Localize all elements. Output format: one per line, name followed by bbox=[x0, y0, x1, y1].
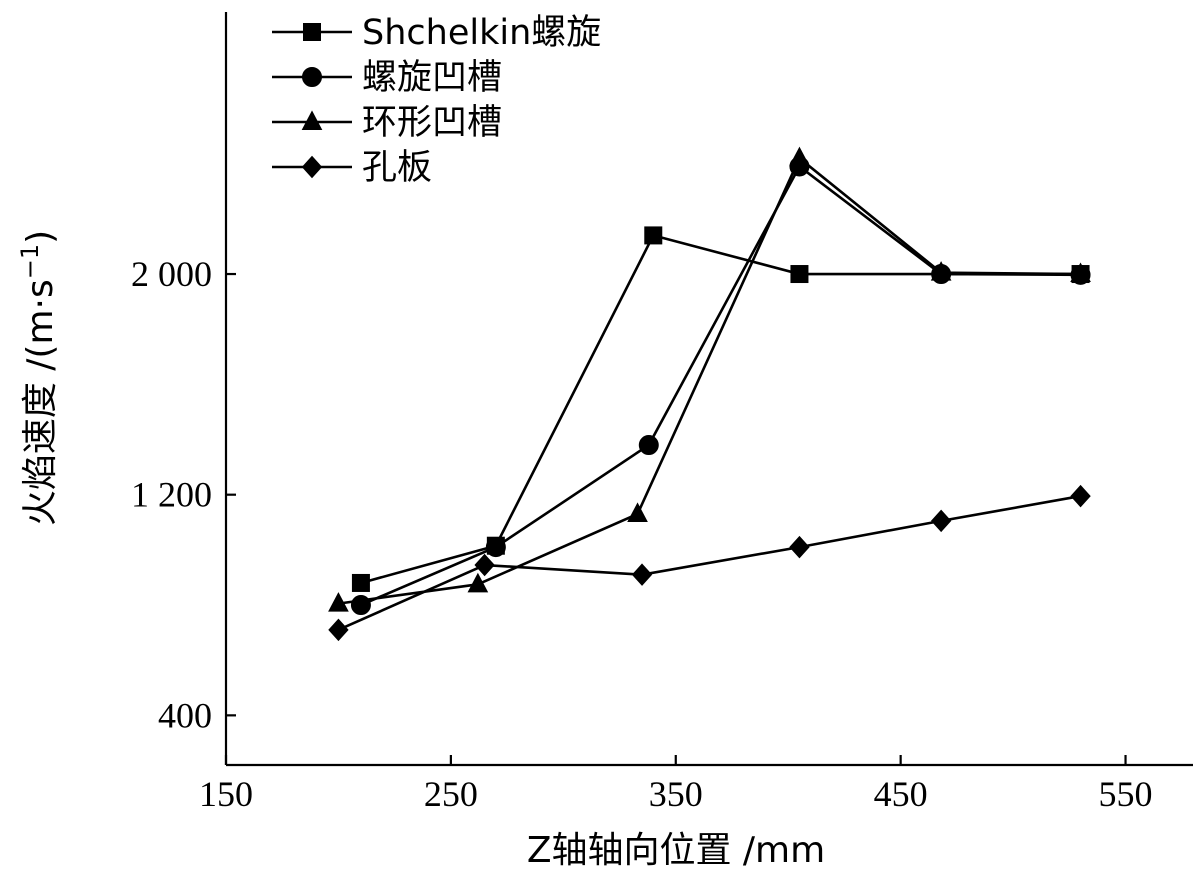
data-point-diamond bbox=[328, 618, 349, 642]
legend-label: Shchelkin螺旋 bbox=[362, 13, 601, 53]
data-point-triangle bbox=[627, 502, 648, 522]
y-tick-label: 2 000 bbox=[131, 254, 212, 294]
axes bbox=[224, 12, 1193, 767]
data-point-diamond bbox=[789, 535, 810, 559]
ticks bbox=[224, 272, 1127, 765]
series-triangle bbox=[328, 146, 1091, 612]
legend-marker-square bbox=[303, 23, 321, 41]
tick-labels: 150 250 350 450 550 400 1 200 2 000 bbox=[131, 254, 1153, 814]
series-square bbox=[351, 226, 1090, 592]
legend-label: 螺旋凹槽 bbox=[362, 58, 502, 98]
legend-item-circle: 螺旋凹槽 bbox=[272, 58, 502, 98]
legend-marker-diamond bbox=[301, 155, 323, 179]
data-point-triangle bbox=[930, 261, 952, 281]
y-tick-label: 400 bbox=[158, 695, 212, 735]
y-axis-title-sup: −1 bbox=[16, 244, 44, 279]
series-circle bbox=[350, 156, 1091, 616]
series-line-circle bbox=[360, 164, 1081, 607]
data-point-diamond bbox=[474, 553, 495, 577]
series-line-diamond bbox=[337, 494, 1081, 632]
legend-item-square: Shchelkin螺旋 bbox=[272, 13, 601, 53]
x-tick-label: 150 bbox=[199, 774, 253, 814]
legend-label: 孔板 bbox=[362, 148, 432, 188]
legend-marker-circle bbox=[302, 67, 322, 87]
x-tick-label: 350 bbox=[649, 774, 703, 814]
y-tick-label: 1 200 bbox=[131, 475, 212, 515]
y-axis-title-main: 火焰速度 /(m·s bbox=[20, 279, 61, 526]
data-point-square bbox=[790, 265, 809, 284]
series-diamond bbox=[328, 484, 1091, 642]
x-tick-label: 450 bbox=[874, 774, 928, 814]
y-axis-title-close: ) bbox=[20, 230, 61, 244]
data-point-diamond bbox=[930, 509, 952, 533]
data-point-diamond bbox=[631, 563, 653, 586]
data-point-triangle bbox=[328, 592, 349, 612]
data-point-square bbox=[351, 573, 370, 592]
x-tick-label: 250 bbox=[424, 774, 478, 814]
series-line-square bbox=[360, 233, 1081, 585]
data-point-diamond bbox=[1070, 484, 1091, 508]
legend-marker-triangle bbox=[301, 110, 323, 130]
legend-label: 环形凹槽 bbox=[362, 103, 502, 143]
x-axis-title: Z轴轴向位置 /mm bbox=[527, 830, 825, 871]
y-axis-title: 火焰速度 /(m·s−1) bbox=[16, 230, 61, 526]
series-group bbox=[328, 146, 1091, 642]
data-point-triangle bbox=[467, 572, 489, 593]
series-line-triangle bbox=[338, 156, 1081, 605]
legend-item-diamond: 孔板 bbox=[272, 148, 432, 188]
data-point-circle bbox=[638, 435, 659, 456]
data-point-triangle bbox=[1070, 262, 1091, 283]
data-point-square bbox=[644, 226, 663, 245]
data-point-circle bbox=[485, 537, 506, 558]
legend-item-triangle: 环形凹槽 bbox=[272, 103, 502, 143]
x-tick-label: 550 bbox=[1099, 774, 1153, 814]
data-point-triangle bbox=[789, 146, 810, 167]
